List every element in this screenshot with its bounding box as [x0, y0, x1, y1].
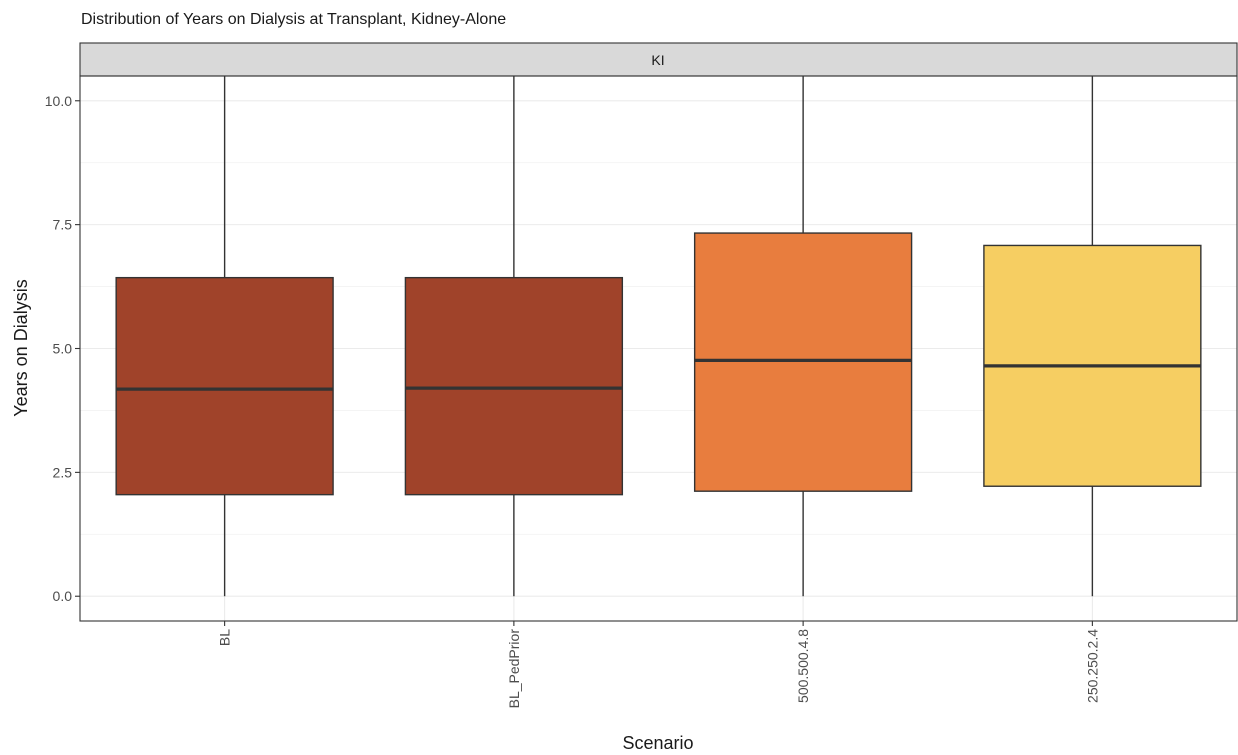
- box-500.500.4.8: [693, 76, 913, 597]
- x-tick-label: 500.500.4.8: [795, 629, 811, 703]
- x-axis-label: Scenario: [622, 733, 693, 753]
- y-tick-label: 2.5: [53, 464, 73, 480]
- box-series: [115, 76, 1202, 597]
- facet-strip: [79, 42, 1238, 77]
- y-tick-label: 10.0: [45, 93, 72, 109]
- box-body: [404, 276, 624, 496]
- y-tick-label: 7.5: [53, 217, 73, 233]
- box-BL_PedPrior: [404, 76, 624, 597]
- y-tick-label: 0.0: [53, 588, 73, 604]
- x-tick-label: BL: [217, 629, 233, 646]
- box-250.250.2.4: [983, 76, 1202, 597]
- y-axis-label: Years on Dialysis: [11, 279, 31, 416]
- facet-strip-label: KI: [651, 52, 664, 68]
- y-axis: 0.0 2.5 5.0 7.5 10.0: [45, 93, 80, 604]
- x-axis: BL BL_PedPrior 500.500.4.8 250.250.2.4: [217, 621, 1100, 709]
- box-body: [693, 232, 913, 492]
- y-tick-label: 5.0: [53, 341, 73, 357]
- box-body: [115, 276, 334, 496]
- x-tick-label: BL_PedPrior: [506, 629, 522, 709]
- x-tick-label: 250.250.2.4: [1084, 629, 1100, 703]
- chart-title: Distribution of Years on Dialysis at Tra…: [81, 11, 506, 28]
- box-BL: [115, 76, 334, 597]
